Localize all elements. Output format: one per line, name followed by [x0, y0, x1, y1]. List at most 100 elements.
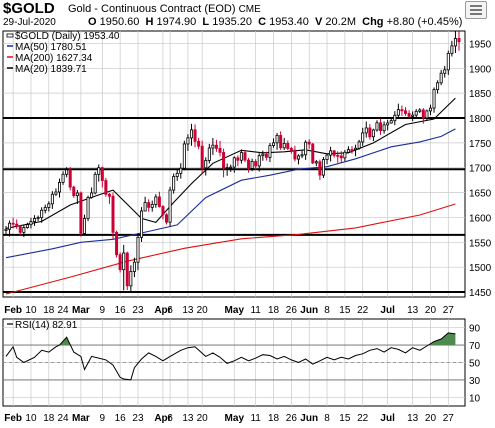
candle-body	[43, 207, 47, 211]
price-tick-label: 1650	[469, 189, 492, 200]
rsi-date-tick-label: 22	[357, 413, 369, 424]
candle-body	[200, 145, 204, 169]
price-tick-label: 1450	[469, 288, 492, 299]
rsi-line	[5, 332, 456, 381]
candle-body	[325, 154, 329, 160]
quote-line: O 1950.60 H 1974.90 L 1935.20 C 1953.40 …	[88, 16, 462, 28]
candle-body	[289, 148, 293, 151]
candle-body	[361, 132, 365, 143]
candle-body	[432, 89, 436, 109]
candle-body	[425, 110, 429, 119]
candle-body	[154, 196, 158, 205]
price-tick-label: 1800	[469, 114, 492, 125]
quote-date: 29-Jul-2020	[3, 17, 56, 28]
rsi-tick-label: 10	[469, 393, 481, 404]
candle-body	[58, 181, 62, 193]
date-tick-label: 13	[182, 305, 194, 316]
candle-body	[279, 135, 283, 149]
support-resistance-lines	[3, 117, 465, 294]
candle-body	[182, 143, 186, 169]
open-value: 1950.60	[99, 16, 140, 28]
candle-body	[97, 167, 101, 175]
rsi-date-tick-label: 16	[115, 413, 127, 424]
candle-body	[147, 202, 151, 208]
rsi-date-tick-label: 10	[25, 413, 37, 424]
candle-body	[125, 252, 129, 287]
candle-body	[129, 271, 133, 287]
candle-body	[250, 161, 254, 169]
symbol-title: $GOLD	[3, 0, 55, 17]
rsi-date-tick-label: Apr	[154, 413, 171, 424]
date-tick-label: 23	[132, 305, 144, 316]
candle-body	[247, 159, 251, 169]
candle-body	[379, 122, 383, 132]
rsi-date-tick-label: Mar	[72, 413, 90, 424]
candle-body	[225, 167, 229, 169]
candle-body	[436, 82, 440, 91]
candle-body	[411, 114, 415, 117]
date-tick-label: May	[225, 305, 245, 316]
candle-body	[428, 107, 432, 112]
ma200-line	[5, 203, 456, 295]
candle-body	[90, 192, 94, 198]
candle-body	[186, 137, 190, 145]
candle-body	[197, 140, 201, 147]
candle-body	[229, 166, 233, 169]
candle-body	[157, 196, 161, 207]
date-tick-label: Mar	[72, 305, 90, 316]
stockcharts-logo-icon[interactable]	[465, 1, 487, 19]
date-tick-label: 8	[324, 305, 330, 316]
rsi-date-tick-label: 6	[167, 413, 173, 424]
date-tick-label: 24	[58, 305, 70, 316]
candle-body	[336, 154, 340, 157]
rsi-date-tick-label: Jul	[380, 413, 395, 424]
candle-body	[15, 223, 19, 227]
candle-body	[264, 153, 268, 158]
candle-body	[29, 221, 33, 226]
date-tick-label: Apr	[154, 305, 171, 316]
candle-body	[36, 217, 40, 219]
date-tick-label: 26	[286, 305, 298, 316]
date-tick-label: 27	[443, 305, 455, 316]
date-tick-label: 18	[43, 305, 55, 316]
price-tick-label: 1850	[469, 89, 492, 100]
candle-body	[443, 69, 447, 74]
candle-body	[389, 120, 393, 124]
candle-body	[364, 127, 368, 134]
date-tick-label: 20	[197, 305, 209, 316]
candle-body	[218, 147, 222, 153]
candle-body	[150, 204, 154, 208]
candle-body	[282, 143, 286, 149]
candle-body	[371, 129, 375, 138]
candle-body	[214, 144, 218, 149]
rsi-date-tick-label: 20	[425, 413, 437, 424]
candle-body	[79, 192, 83, 234]
legend-candle-swatch	[6, 33, 14, 38]
date-tick-label: Jul	[380, 305, 395, 316]
price-tick-label: 1750	[469, 139, 492, 150]
legend-label: MA(20) 1839.71	[15, 64, 87, 75]
candle-body	[54, 191, 58, 195]
candle-body	[421, 109, 425, 119]
instrument-name: Gold - Continuous Contract (EOD) CME	[68, 3, 261, 15]
rsi-date-tick-label: 9	[100, 413, 106, 424]
ma50-line	[5, 128, 456, 259]
candle-body	[107, 193, 111, 197]
candle-body	[25, 224, 29, 228]
candle-body	[268, 145, 272, 158]
candle-body	[393, 114, 397, 122]
close-value: 1953.40	[269, 16, 309, 28]
candle-body	[407, 113, 411, 117]
rsi-tick-label: 50	[469, 359, 481, 370]
legend-label: $GOLD (Daily) 1953.40	[15, 31, 120, 42]
candle-body	[321, 159, 325, 176]
candle-body	[40, 209, 44, 218]
candle-body	[329, 150, 333, 156]
rsi-tick-label: 30	[469, 376, 481, 387]
candle-body	[236, 157, 240, 161]
candle-body	[18, 225, 22, 233]
volume-value: 20.2M	[325, 16, 356, 28]
candle-body	[450, 45, 454, 54]
rsi-date-tick-label: 23	[132, 413, 144, 424]
